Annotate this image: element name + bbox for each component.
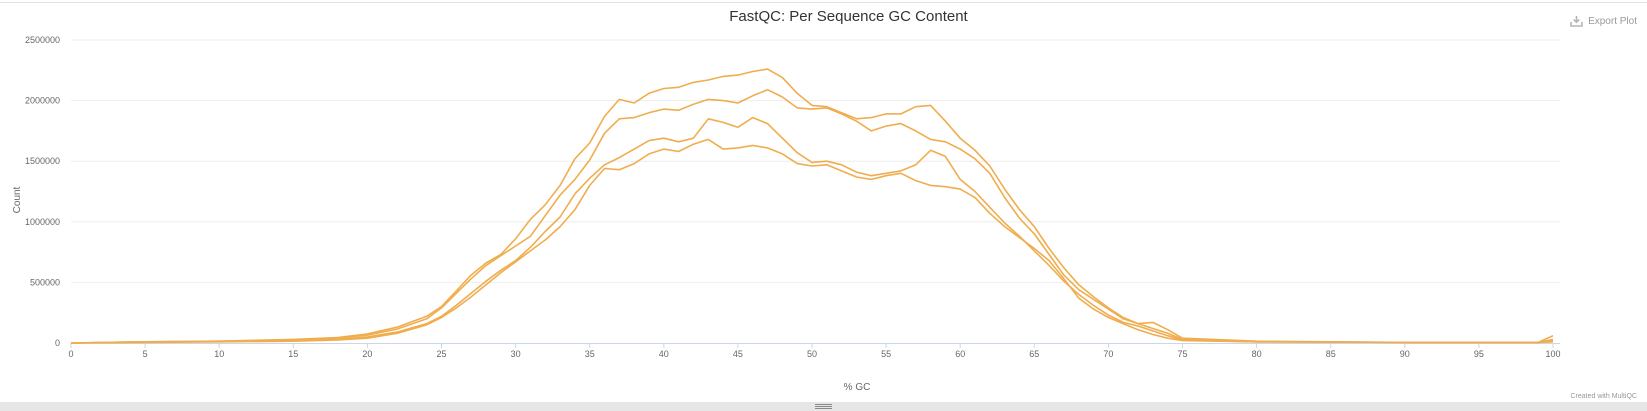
x-axis-tick-labels: 0 5 10 15 20 25 30 35 40 45 50 55 60 65 70 75 80 85 90 95 10… xyxy=(68,349,1560,359)
panel-top-border xyxy=(0,2,1647,3)
x-tick-label: 20 xyxy=(362,349,372,359)
x-tick-label: 85 xyxy=(1326,349,1336,359)
y-tick-label: 1500000 xyxy=(25,156,60,166)
gc-content-line-chart: 0 500000 1000000 1500000 2000000 2500000 0 5 10… xyxy=(12,35,1561,393)
y-tick-label: 1000000 xyxy=(25,217,60,227)
x-tick-label: 35 xyxy=(585,349,595,359)
multiqc-credit: Created with MultiQC xyxy=(1570,393,1637,400)
y-tick-label: 0 xyxy=(55,338,60,348)
x-axis-line xyxy=(70,343,1560,348)
y-tick-label: 500000 xyxy=(30,277,60,287)
export-plot-button[interactable]: Export Plot xyxy=(1570,15,1637,27)
x-tick-label: 95 xyxy=(1474,349,1484,359)
y-axis-title: Count xyxy=(12,186,23,213)
download-icon xyxy=(1570,15,1583,27)
plot-resize-handle[interactable] xyxy=(0,402,1647,411)
x-tick-label: 40 xyxy=(659,349,669,359)
series-line[interactable] xyxy=(70,116,1554,344)
x-tick-label: 65 xyxy=(1029,349,1039,359)
x-tick-label: 25 xyxy=(436,349,446,359)
y-tick-label: 2500000 xyxy=(25,35,60,45)
grid-lines xyxy=(71,39,1560,283)
x-tick-label: 55 xyxy=(881,349,891,359)
x-tick-label: 45 xyxy=(733,349,743,359)
export-plot-label: Export Plot xyxy=(1588,15,1637,27)
x-tick-label: 60 xyxy=(955,349,965,359)
chart-title: FastQC: Per Sequence GC Content xyxy=(729,8,968,25)
series-line[interactable] xyxy=(70,138,1554,344)
series-lines[interactable] xyxy=(70,68,1554,344)
x-tick-label: 5 xyxy=(143,349,148,359)
x-tick-label: 100 xyxy=(1545,349,1560,359)
resize-grip-icon xyxy=(815,404,832,409)
series-line[interactable] xyxy=(70,68,1554,344)
x-axis-title: % GC xyxy=(844,382,871,393)
x-tick-label: 50 xyxy=(807,349,817,359)
series-line[interactable] xyxy=(70,88,1554,344)
y-axis-tick-labels: 0 500000 1000000 1500000 2000000 2500000 xyxy=(25,35,60,348)
x-tick-label: 70 xyxy=(1103,349,1113,359)
x-tick-label: 0 xyxy=(68,349,73,359)
x-tick-label: 30 xyxy=(511,349,521,359)
x-tick-label: 75 xyxy=(1177,349,1187,359)
x-tick-label: 10 xyxy=(214,349,224,359)
x-tick-label: 15 xyxy=(288,349,298,359)
y-tick-label: 2000000 xyxy=(25,96,60,106)
x-tick-label: 80 xyxy=(1252,349,1262,359)
x-tick-label: 90 xyxy=(1400,349,1410,359)
